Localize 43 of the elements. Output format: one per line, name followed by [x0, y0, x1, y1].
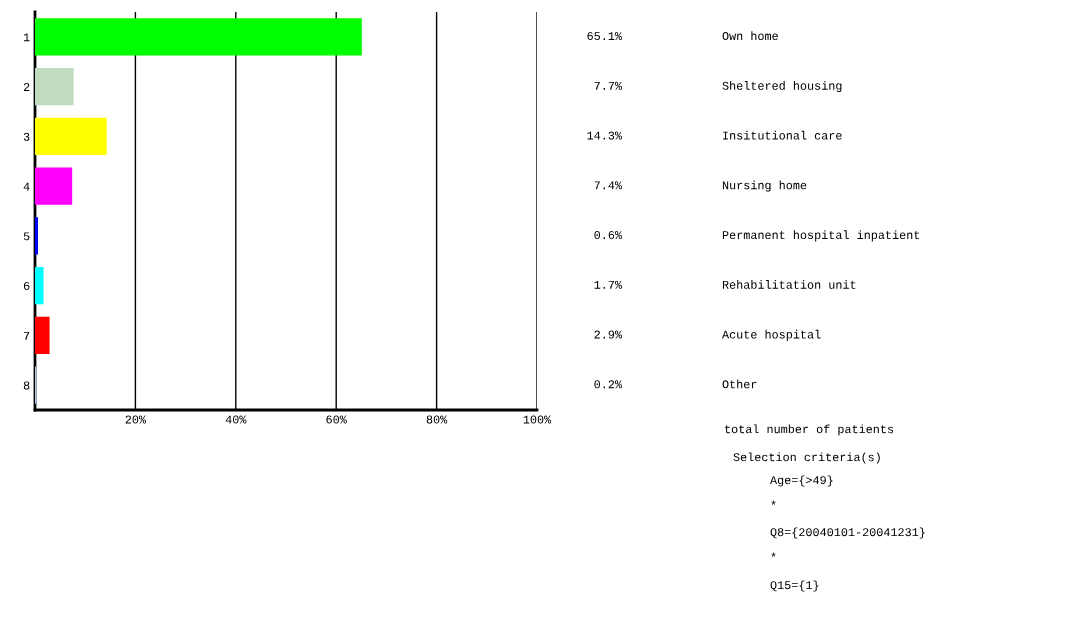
- x-tick-label: 40%: [225, 415, 247, 424]
- y-tick-label: 5: [23, 232, 30, 241]
- y-tick-label: 3: [23, 132, 30, 141]
- text: Age={>49}: [770, 475, 833, 487]
- bar: [35, 167, 73, 205]
- data-label: 14.3%: [587, 131, 622, 140]
- text: *: [771, 552, 776, 557]
- y-tick-label: 6: [23, 282, 30, 291]
- bar: [35, 266, 44, 305]
- x-tick-label: 80%: [426, 415, 448, 424]
- y-tick-label: 8: [23, 381, 30, 390]
- x-tick-label: 20%: [125, 415, 147, 424]
- data-label: 0.6%: [594, 231, 622, 240]
- bar: [35, 217, 39, 255]
- y-tick-label: 2: [23, 83, 30, 91]
- data-label: 7.7%: [594, 81, 622, 90]
- bar: [35, 67, 74, 106]
- text: total number of patients: [725, 424, 894, 436]
- text: Q15={1}: [770, 580, 819, 592]
- text: *: [771, 500, 776, 505]
- text: Insitutional care: [723, 130, 842, 140]
- y-tick-label: 4: [23, 182, 30, 191]
- bar: [35, 316, 50, 355]
- text: Selection criteria(s): [733, 452, 880, 464]
- bar: [35, 117, 107, 156]
- data-label: 2.9%: [594, 330, 622, 339]
- x-tick-label: 60%: [326, 415, 347, 424]
- text: Rehabilitation unit: [722, 280, 856, 289]
- text: Nursing home: [722, 180, 807, 192]
- text: Other: [722, 379, 757, 389]
- data-label: 1.7%: [594, 280, 622, 289]
- data-label: 7.4%: [594, 181, 622, 190]
- y-tick-label: 7: [23, 331, 30, 340]
- text: Own home: [722, 31, 778, 41]
- text: Acute hospital: [722, 329, 821, 341]
- text: Sheltered housing: [722, 81, 842, 93]
- data-label: 0.2%: [594, 380, 622, 389]
- data-label: 65.1%: [587, 32, 622, 41]
- bar: [35, 18, 362, 56]
- x-tick-label: 100%: [523, 415, 552, 424]
- text: Permanent hospital inpatient: [722, 230, 920, 242]
- text: Q8={20040101-20041231}: [770, 527, 925, 539]
- y-tick-label: 1: [23, 33, 30, 42]
